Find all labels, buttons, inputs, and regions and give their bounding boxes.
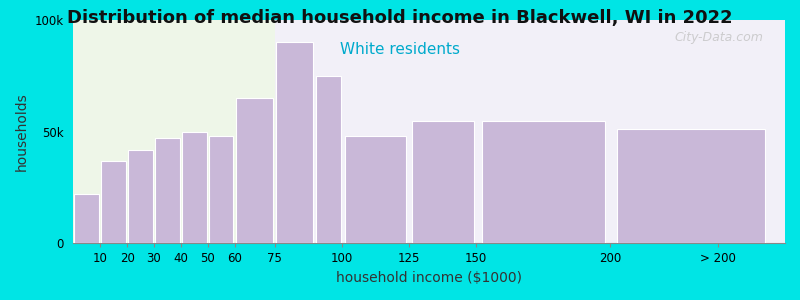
Bar: [236, 98, 273, 243]
Bar: [617, 130, 765, 243]
Bar: [277, 42, 314, 243]
Y-axis label: households: households: [15, 92, 29, 171]
Bar: [209, 136, 234, 243]
Bar: [74, 194, 99, 243]
Text: Distribution of median household income in Blackwell, WI in 2022: Distribution of median household income …: [67, 9, 733, 27]
X-axis label: household income ($1000): household income ($1000): [336, 271, 522, 285]
Bar: [74, 20, 274, 243]
Text: City-Data.com: City-Data.com: [674, 31, 764, 44]
Bar: [412, 121, 474, 243]
Bar: [155, 138, 180, 243]
Bar: [482, 121, 605, 243]
Text: White residents: White residents: [340, 42, 460, 57]
Bar: [128, 150, 153, 243]
Bar: [274, 20, 785, 243]
Bar: [182, 132, 206, 243]
Bar: [345, 136, 406, 243]
Bar: [316, 76, 341, 243]
Bar: [102, 161, 126, 243]
